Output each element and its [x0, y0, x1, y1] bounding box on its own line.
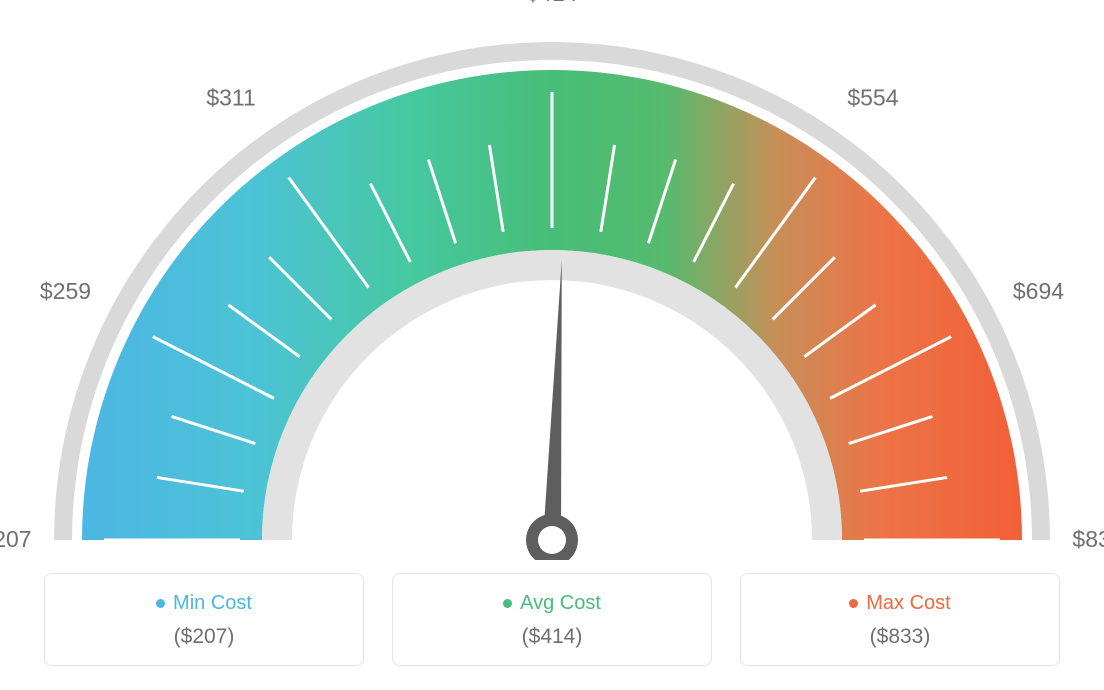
- legend-value: ($207): [55, 625, 353, 649]
- legend-label: Max Cost: [849, 592, 950, 615]
- legend-value: ($414): [403, 625, 701, 649]
- legend-value: ($833): [751, 625, 1049, 649]
- svg-text:$554: $554: [847, 84, 898, 110]
- legend-card-avg: Avg Cost ($414): [392, 573, 712, 666]
- svg-text:$694: $694: [1013, 278, 1064, 304]
- svg-text:$414: $414: [526, 0, 577, 6]
- gauge-chart: $207 $259 $311 $414 $554 $694 $833: [0, 0, 1104, 560]
- svg-text:$207: $207: [0, 526, 32, 552]
- legend-label-text: Min Cost: [173, 592, 252, 615]
- legend-row: Min Cost ($207) Avg Cost ($414) Max Cost…: [0, 573, 1104, 666]
- svg-text:$833: $833: [1072, 526, 1104, 552]
- legend-dot-icon: [156, 599, 165, 608]
- legend-card-max: Max Cost ($833): [740, 573, 1060, 666]
- legend-card-min: Min Cost ($207): [44, 573, 364, 666]
- legend-label: Min Cost: [156, 592, 252, 615]
- svg-text:$259: $259: [40, 278, 91, 304]
- svg-text:$311: $311: [206, 84, 255, 110]
- legend-dot-icon: [849, 599, 858, 608]
- legend-label-text: Max Cost: [866, 592, 950, 615]
- legend-label-text: Avg Cost: [520, 592, 601, 615]
- legend-dot-icon: [503, 599, 512, 608]
- legend-label: Avg Cost: [503, 592, 601, 615]
